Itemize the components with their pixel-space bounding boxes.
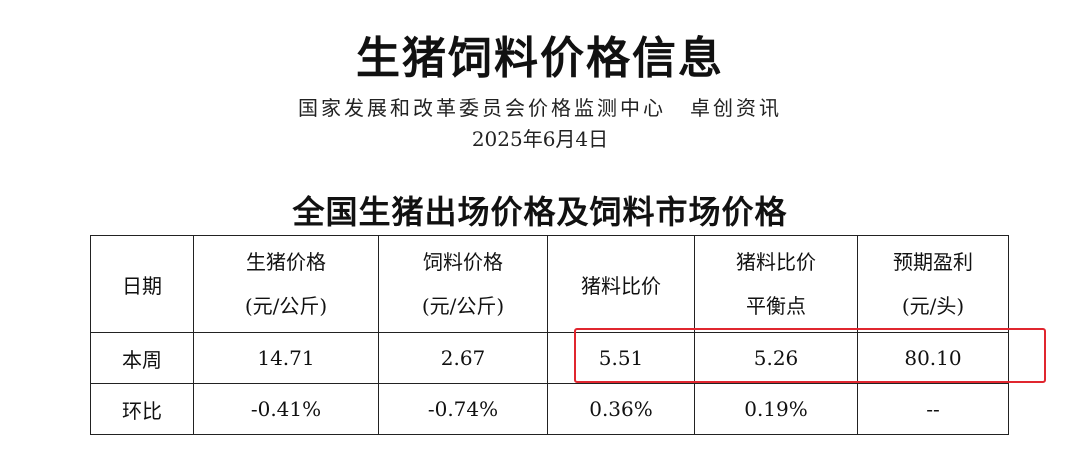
header-ratio-breakeven: 猪料比价 平衡点 [694,235,858,333]
table-header-row: 日期 生猪价格 (元/公斤) 饲料价格 (元/公斤) 猪料比价 猪料比价 平衡点 预期… [90,235,1009,333]
cell-ratio-breakeven: 5.26 [694,332,858,384]
cell-hog-feed-ratio: 0.36% [547,383,695,435]
cell-hog-price: -0.41% [193,383,379,435]
header-expected-profit: 预期盈利 (元/头) [857,235,1009,333]
cell-ratio-breakeven: 0.19% [694,383,858,435]
header-hog-feed-ratio: 猪料比价 [547,235,695,333]
source-ndrc: 国家发展和改革委员会价格监测中心 [298,96,666,120]
table-row: 环比 -0.41% -0.74% 0.36% 0.19% -- [90,383,1009,435]
cell-expected-profit: -- [857,383,1009,435]
cell-row-label: 本周 [90,332,194,384]
cell-hog-price: 14.71 [193,332,379,384]
cell-feed-price: 2.67 [378,332,548,384]
table-row: 本周 14.71 2.67 5.51 5.26 80.10 [90,332,1009,384]
page-title: 生猪饲料价格信息 [356,33,724,84]
table-title: 全国生猪出场价格及饲料市场价格 [292,193,788,231]
highlight-box [574,328,1046,383]
cell-feed-price: -0.74% [378,383,548,435]
cell-row-label: 环比 [90,383,194,435]
cell-hog-feed-ratio: 5.51 [547,332,695,384]
cell-expected-profit: 80.10 [857,332,1009,384]
price-table: 日期 生猪价格 (元/公斤) 饲料价格 (元/公斤) 猪料比价 猪料比价 平衡点 预期… [90,235,1009,435]
header-feed-price: 饲料价格 (元/公斤) [378,235,548,333]
header-date: 日期 [90,235,194,333]
header-hog-price: 生猪价格 (元/公斤) [193,235,379,333]
publish-date: 2025年6月4日 [471,127,609,151]
source-line: 国家发展和改革委员会价格监测中心 卓创资讯 [0,92,1080,121]
source-sci: 卓创资讯 [690,96,782,120]
